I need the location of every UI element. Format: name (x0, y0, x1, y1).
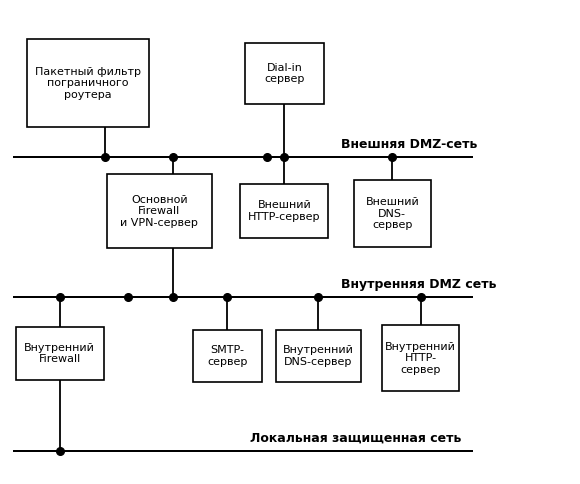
FancyBboxPatch shape (107, 174, 212, 248)
Text: Основной
Firewall
и VPN-сервер: Основной Firewall и VPN-сервер (120, 195, 198, 228)
Text: Внешний
HTTP-сервер: Внешний HTTP-сервер (248, 200, 321, 222)
FancyBboxPatch shape (193, 330, 262, 382)
Text: Пакетный фильтр
пограничного
роутера: Пакетный фильтр пограничного роутера (35, 66, 141, 100)
Text: Внутренняя DMZ сеть: Внутренняя DMZ сеть (341, 278, 496, 291)
FancyBboxPatch shape (354, 181, 431, 247)
FancyBboxPatch shape (16, 327, 104, 379)
Text: Локальная защищенная сеть: Локальная защищенная сеть (250, 432, 462, 445)
FancyBboxPatch shape (276, 330, 361, 382)
FancyBboxPatch shape (27, 39, 149, 127)
Text: SMTP-
сервер: SMTP- сервер (207, 345, 248, 367)
Text: Внутренний
Firewall: Внутренний Firewall (24, 343, 95, 364)
Text: Внешний
DNS-
сервер: Внешний DNS- сервер (365, 197, 419, 230)
Text: Внутренний
HTTP-
сервер: Внутренний HTTP- сервер (385, 342, 456, 375)
FancyBboxPatch shape (245, 43, 324, 105)
FancyBboxPatch shape (382, 325, 459, 392)
FancyBboxPatch shape (240, 184, 328, 239)
Text: Dial-in
сервер: Dial-in сервер (264, 63, 305, 84)
Text: Внутренний
DNS-сервер: Внутренний DNS-сервер (283, 345, 354, 367)
Text: Внешняя DMZ-сеть: Внешняя DMZ-сеть (341, 138, 477, 151)
